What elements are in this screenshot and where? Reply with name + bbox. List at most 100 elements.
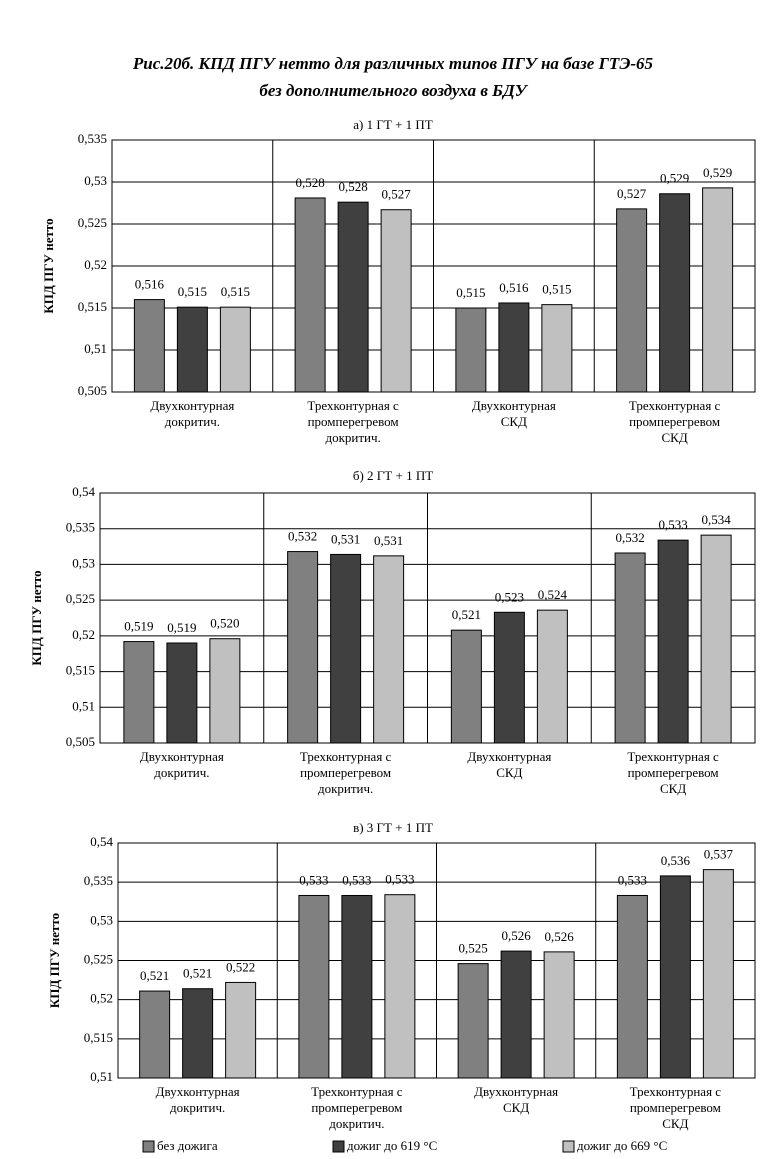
bar: [455, 307, 487, 393]
legend-label: дожиг до 669 °C: [577, 1138, 667, 1153]
x-tick-label: СКД: [660, 781, 686, 796]
x-tick-label: Двухконтурная: [467, 749, 551, 764]
chart-title: в) 3 ГТ + 1 ПТ: [353, 820, 433, 835]
value-label: 0,529: [660, 171, 689, 186]
bar: [133, 299, 165, 393]
y-tick-label: 0,535: [78, 131, 107, 146]
y-tick-label: 0,515: [84, 1030, 113, 1045]
bar: [176, 306, 208, 393]
bar: [450, 629, 482, 744]
value-label: 0,536: [661, 853, 691, 868]
y-tick-label: 0,505: [66, 734, 95, 749]
bar: [536, 609, 568, 744]
bar: [123, 641, 155, 744]
x-tick-label: Трехконтурная с: [627, 749, 719, 764]
value-label: 0,526: [545, 929, 575, 944]
value-label: 0,533: [385, 872, 414, 887]
x-tick-label: промперегревом: [629, 414, 720, 429]
x-tick-label: Трехконтурная с: [300, 749, 392, 764]
x-tick-label: докритич.: [325, 430, 380, 445]
bar: [616, 208, 648, 393]
bar: [657, 539, 689, 744]
chart-title: б) 2 ГТ + 1 ПТ: [353, 468, 433, 483]
value-label: 0,525: [459, 941, 488, 956]
x-tick-label: СКД: [662, 1116, 688, 1131]
legend-swatch: [562, 1140, 575, 1153]
value-label: 0,531: [374, 533, 403, 548]
value-label: 0,537: [704, 847, 734, 862]
x-tick-label: Двухконтурная: [140, 749, 224, 764]
plot-frame: [99, 492, 756, 744]
x-tick-label: Двухконтурная: [474, 1084, 558, 1099]
bar: [166, 642, 198, 744]
x-tick-label: СКД: [503, 1100, 529, 1115]
x-tick-label: СКД: [496, 765, 522, 780]
y-tick-label: 0,53: [84, 173, 107, 188]
bar: [457, 963, 489, 1079]
bar: [493, 611, 525, 744]
x-tick-label: докритич.: [154, 765, 209, 780]
value-label: 0,522: [226, 959, 255, 974]
value-label: 0,520: [210, 616, 239, 631]
x-tick-label: Трехконтурная с: [311, 1084, 403, 1099]
bar: [500, 950, 532, 1079]
value-label: 0,515: [221, 284, 250, 299]
x-tick-label: СКД: [501, 414, 527, 429]
x-tick-label: Двухконтурная: [156, 1084, 240, 1099]
value-label: 0,528: [339, 179, 368, 194]
value-label: 0,534: [702, 512, 732, 527]
y-tick-label: 0,525: [66, 591, 95, 606]
y-tick-label: 0,53: [72, 555, 95, 570]
y-tick-label: 0,535: [66, 520, 95, 535]
value-label: 0,533: [618, 872, 647, 887]
bar: [702, 869, 734, 1079]
y-axis-label: КПД ПГУ нетто: [29, 570, 44, 665]
y-tick-label: 0,515: [66, 663, 95, 678]
bar: [384, 894, 416, 1079]
value-label: 0,515: [542, 282, 571, 297]
value-label: 0,533: [659, 517, 688, 532]
x-tick-label: докритич.: [170, 1100, 225, 1115]
legend-label: без дожига: [157, 1138, 218, 1153]
x-tick-label: Трехконтурная с: [630, 1084, 722, 1099]
y-tick-label: 0,54: [90, 834, 113, 849]
y-tick-label: 0,51: [72, 698, 95, 713]
bar: [702, 187, 734, 393]
bar: [541, 304, 573, 393]
y-tick-label: 0,52: [72, 627, 95, 642]
bar: [287, 551, 319, 744]
value-label: 0,521: [140, 968, 169, 983]
bar: [373, 555, 405, 744]
bar: [182, 988, 214, 1079]
x-tick-label: промперегревом: [628, 765, 719, 780]
y-tick-label: 0,505: [78, 383, 107, 398]
value-label: 0,521: [183, 966, 212, 981]
y-tick-label: 0,525: [78, 215, 107, 230]
x-tick-label: промперегревом: [300, 765, 391, 780]
bar: [298, 894, 330, 1079]
x-tick-label: Двухконтурная: [472, 398, 556, 413]
value-label: 0,533: [299, 872, 328, 887]
y-tick-label: 0,53: [90, 912, 113, 927]
value-label: 0,515: [456, 285, 485, 300]
bar: [139, 990, 171, 1079]
bar: [380, 209, 412, 393]
bar: [614, 552, 646, 744]
bar: [659, 875, 691, 1079]
y-tick-label: 0,54: [72, 484, 95, 499]
x-tick-label: докритич.: [165, 414, 220, 429]
x-tick-label: СКД: [662, 430, 688, 445]
y-tick-label: 0,52: [90, 991, 113, 1006]
bar: [341, 894, 373, 1079]
plot-frame: [117, 842, 756, 1079]
value-label: 0,531: [331, 531, 360, 546]
y-tick-label: 0,51: [90, 1069, 113, 1084]
bar: [543, 951, 575, 1079]
value-label: 0,528: [296, 175, 325, 190]
bar: [659, 193, 691, 393]
value-label: 0,524: [538, 587, 568, 602]
bar: [330, 553, 362, 744]
x-tick-label: Трехконтурная с: [307, 398, 399, 413]
y-tick-label: 0,535: [84, 873, 113, 888]
